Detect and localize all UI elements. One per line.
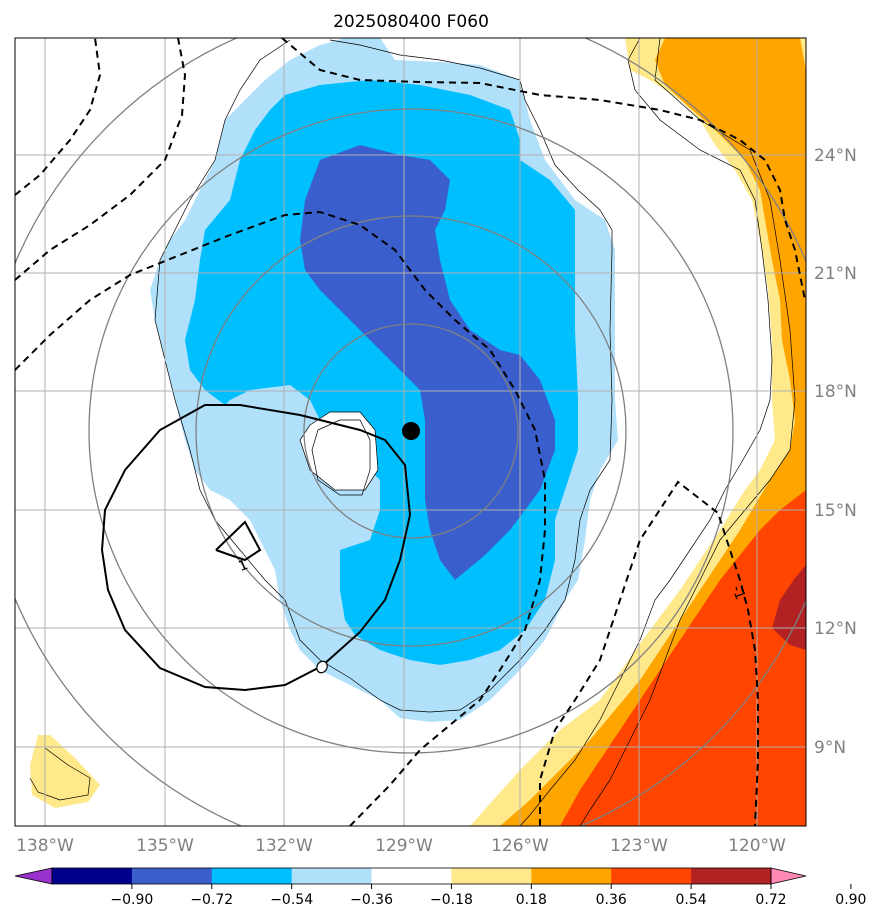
zero-contour-left	[154, 39, 613, 713]
colorbar-segment	[451, 868, 532, 884]
colorbar-tick-label: 0.72	[755, 892, 786, 908]
colorbar-tick-label: −0.72	[190, 892, 233, 908]
colorbar-segment	[291, 868, 373, 884]
lat-tick-label: 9°N	[814, 738, 846, 758]
lon-tick-label: 120°W	[728, 836, 786, 856]
negative-anomaly-shade-royalblue	[300, 145, 555, 580]
longitude-tick-labels: 138°W 135°W 132°W 129°W 126°W 123°W 120°…	[16, 836, 786, 856]
colorbar-segments	[14, 867, 807, 885]
lon-tick-label: 123°W	[610, 836, 668, 856]
colorbar-segment	[531, 868, 612, 884]
dashed-contours	[15, 38, 806, 826]
colorbar-segment	[211, 868, 293, 884]
zero-contour-sw	[29, 747, 91, 801]
lon-tick-label: 132°W	[255, 836, 313, 856]
zero-contour-east	[519, 38, 773, 826]
colorbar-tick-label: 0.90	[835, 892, 866, 908]
map-area: 1 -1	[15, 38, 806, 826]
contour-label-negative: -1	[728, 583, 748, 602]
figure-title: 2025080400 F060	[333, 12, 489, 32]
lat-tick-label: 15°N	[814, 501, 857, 521]
colorbar-tick-label: 0.36	[596, 892, 627, 908]
near-zero-pocket-inner	[311, 419, 371, 496]
positive-anomaly-shade-orange-upper	[500, 38, 806, 826]
colorbar-frame	[51, 867, 772, 885]
range-rings	[15, 38, 806, 826]
colorbar-extend-low	[14, 867, 53, 885]
colorbar-segment	[131, 868, 213, 884]
colorbar-segment	[691, 868, 772, 884]
colorbar-tick-label: −0.54	[270, 892, 313, 908]
lon-tick-label: 126°W	[491, 836, 549, 856]
solid-contour-tiny	[316, 660, 328, 674]
colorbar-extend-high	[770, 867, 807, 885]
colorbar-segment	[611, 868, 692, 884]
colorbar-tick-label: −0.36	[350, 892, 393, 908]
latitude-tick-labels: 9°N 12°N 15°N 18°N 21°N 24°N	[814, 146, 857, 758]
lat-tick-label: 24°N	[814, 146, 857, 166]
colorbar-tick-label: −0.90	[110, 892, 153, 908]
lon-tick-label: 135°W	[136, 836, 194, 856]
lat-tick-label: 21°N	[814, 264, 857, 284]
solid-contour-small	[215, 520, 262, 562]
colorbar-segment	[52, 868, 133, 884]
solid-contour-positive	[100, 404, 412, 692]
storm-center-marker	[402, 422, 420, 440]
colorbar-segment	[371, 868, 452, 884]
colorbar-ticks: −0.90 −0.72 −0.54 −0.36 −0.18 0.18 0.36 0.54 0.7…	[110, 884, 866, 908]
lon-tick-label: 138°W	[16, 836, 74, 856]
colorbar-tick-label: −0.18	[430, 892, 473, 908]
lon-tick-label: 129°W	[375, 836, 433, 856]
colorbar-tick-label: 0.54	[676, 892, 707, 908]
positive-anomaly-shade-darkred	[772, 565, 806, 650]
near-zero-pocket	[299, 411, 379, 491]
colorbar: −0.90 −0.72 −0.54 −0.36 −0.18 0.18 0.36 0.54 0.7…	[14, 867, 866, 908]
positive-anomaly-shade-yellow-sw	[30, 735, 100, 808]
map-frame	[14, 37, 807, 827]
positive-anomaly-shade-red	[560, 490, 806, 826]
lat-tick-label: 18°N	[814, 382, 857, 402]
colorbar-tick-label: 0.18	[516, 892, 547, 908]
lat-tick-label: 12°N	[814, 619, 857, 639]
